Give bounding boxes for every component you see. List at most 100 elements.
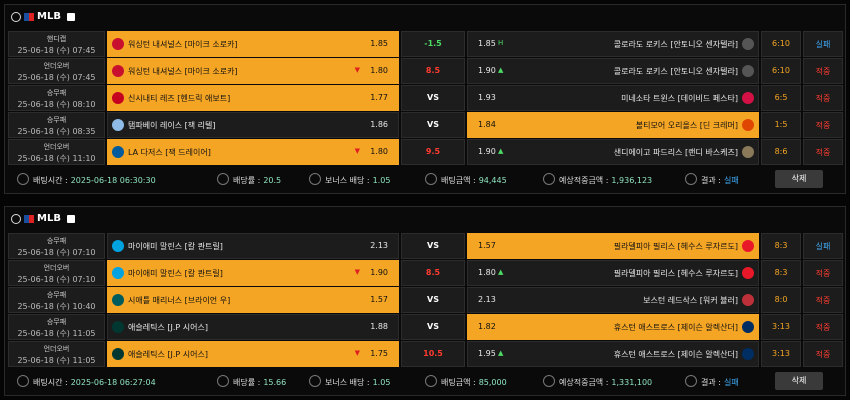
- result: 적중: [815, 269, 831, 278]
- away-logo: [742, 119, 754, 131]
- handicap: 10.5: [423, 349, 443, 358]
- footer-icon: [217, 375, 229, 387]
- handicap-cell: VS: [401, 85, 465, 111]
- away-logo: [742, 240, 754, 252]
- score: 6:10: [772, 39, 790, 48]
- handicap-cell: 8.5: [401, 260, 465, 286]
- home-cell[interactable]: 마이애미 말린스 [칼 콴트릴] 2.13: [107, 233, 399, 259]
- home-odds: 1.75: [370, 349, 388, 358]
- score-cell: 6:10: [761, 31, 801, 57]
- footer-icon: [685, 375, 697, 387]
- footer-icon: [309, 375, 321, 387]
- home-cell[interactable]: 마이애미 말린스 [칼 콴트릴] ▼ 1.90: [107, 260, 399, 286]
- away-team: 필라델피아 필리스 [헤수스 루자르도]: [613, 242, 738, 251]
- home-logo: [112, 348, 124, 360]
- away-cell[interactable]: 2.13 보스턴 레드삭스 [워커 뷸러]: [467, 287, 759, 313]
- away-logo: [742, 321, 754, 333]
- delete-button[interactable]: 삭제: [775, 372, 823, 390]
- away-logo: [742, 348, 754, 360]
- away-cell[interactable]: 1.82 휴스턴 애스트로스 [제이슨 알렉산더]: [467, 314, 759, 340]
- handicap: VS: [427, 93, 439, 102]
- result: 적중: [815, 296, 831, 305]
- away-odds: 1.95: [478, 349, 496, 358]
- away-odds: 1.90: [478, 66, 496, 75]
- away-cell[interactable]: 1.90 ▲ 콜로라도 로키스 [안토니오 센자텔라]: [467, 58, 759, 84]
- footer-label: 배당률 :20.5: [233, 175, 281, 186]
- away-odds: 1.85: [478, 39, 496, 48]
- home-cell[interactable]: 시애틀 매리너스 [브라이언 우] 1.57: [107, 287, 399, 313]
- footer-icon: [543, 375, 555, 387]
- away-cell[interactable]: 1.90 ▲ 샌디에이고 파드리스 [랜디 바스케즈]: [467, 139, 759, 165]
- footer-value: 실패: [723, 378, 739, 387]
- select-checkbox[interactable]: [67, 13, 75, 21]
- home-team: 워싱턴 내셔널스 [마이크 소로카]: [128, 67, 238, 76]
- home-cell[interactable]: 워싱턴 내셔널스 [마이크 소로카] ▼ 1.80: [107, 58, 399, 84]
- home-odds: 1.90: [370, 268, 388, 277]
- odds-mark: ▲: [498, 268, 504, 276]
- handicap-cell: VS: [401, 314, 465, 340]
- home-cell[interactable]: 탬파베이 레이스 [잭 리텔] 1.86: [107, 112, 399, 138]
- away-cell[interactable]: 1.85 H 콜로라도 로키스 [안토니오 센자텔라]: [467, 31, 759, 57]
- footer-icon: [543, 173, 555, 185]
- baseball-icon: [11, 12, 21, 22]
- home-cell[interactable]: 워싱턴 내셔널스 [마이크 소로카] 1.85: [107, 31, 399, 57]
- footer-label-text: 결과 :: [701, 176, 721, 185]
- home-odds: 2.13: [370, 241, 388, 250]
- handicap-cell: VS: [401, 233, 465, 259]
- away-cell[interactable]: 1.95 ▲ 휴스턴 애스트로스 [제이슨 알렉산더]: [467, 341, 759, 367]
- footer-label-text: 배당률 :: [233, 176, 261, 185]
- score-cell: 3:13: [761, 341, 801, 367]
- score-cell: 8:6: [761, 139, 801, 165]
- home-team: 애슬레틱스 [J.P 시어스]: [128, 323, 208, 332]
- league-flag: [24, 215, 34, 223]
- footer-value: 94,445: [478, 176, 507, 185]
- delete-button[interactable]: 삭제: [775, 170, 823, 188]
- footer-label-text: 예상적중금액 :: [559, 176, 609, 185]
- handicap: VS: [427, 295, 439, 304]
- home-team: 탬파베이 레이스 [잭 리텔]: [128, 121, 216, 130]
- home-odds: 1.80: [370, 147, 388, 156]
- away-team: 콜로라도 로키스 [안토니오 센자텔라]: [613, 40, 738, 49]
- result: 적중: [815, 148, 831, 157]
- odds-arrow: ▼: [354, 147, 360, 155]
- away-cell[interactable]: 1.84 볼티모어 오리올스 [딘 크레머]: [467, 112, 759, 138]
- home-cell[interactable]: LA 다저스 [잭 드레이어] ▼ 1.80: [107, 139, 399, 165]
- score-cell: 1:5: [761, 112, 801, 138]
- footer-label-text: 보너스 배당 :: [325, 378, 370, 387]
- away-odds: 1.90: [478, 147, 496, 156]
- select-checkbox[interactable]: [67, 215, 75, 223]
- footer-value: 1.05: [372, 378, 391, 387]
- game-info: 승무패 25-06-18 (수) 08:10: [8, 85, 105, 111]
- away-cell[interactable]: 1.57 필라델피아 필리스 [헤수스 루자르도]: [467, 233, 759, 259]
- away-odds: 1.57: [478, 241, 496, 250]
- footer-label: 배팅시간 :2025-06-18 06:27:04: [33, 377, 156, 388]
- game-info: 핸디캡 25-06-18 (수) 07:45: [8, 31, 105, 57]
- handicap-cell: 10.5: [401, 341, 465, 367]
- away-cell[interactable]: 1.93 미네소타 트윈스 [데이비드 페스타]: [467, 85, 759, 111]
- odds-mark: ▲: [498, 147, 504, 155]
- bet-panel: MLB 승무패 25-06-18 (수) 07:10 마이애미 말린스 [칼 콴트릴]…: [4, 206, 846, 396]
- footer-label: 보너스 배당 :1.05: [325, 377, 390, 388]
- away-cell[interactable]: 1.80 ▲ 필라델피아 필리스 [헤수스 루자르도]: [467, 260, 759, 286]
- baseball-icon: [11, 214, 21, 224]
- home-cell[interactable]: 애슬레틱스 [J.P 시어스] ▼ 1.75: [107, 341, 399, 367]
- footer-label-text: 배팅금액 :: [441, 176, 476, 185]
- handicap: VS: [427, 241, 439, 250]
- footer-label-text: 배팅금액 :: [441, 378, 476, 387]
- score: 8:3: [774, 241, 788, 250]
- footer-value: 20.5: [263, 176, 282, 185]
- home-logo: [112, 267, 124, 279]
- footer-value: 실패: [723, 176, 739, 185]
- result-cell: 적중: [803, 314, 843, 340]
- footer-value: 2025-06-18 06:27:04: [70, 378, 156, 387]
- home-team: 시애틀 매리너스 [브라이언 우]: [128, 296, 231, 305]
- handicap-cell: 9.5: [401, 139, 465, 165]
- home-cell[interactable]: 신시내티 레즈 [헨드릭 애보트] 1.77: [107, 85, 399, 111]
- result-cell: 적중: [803, 112, 843, 138]
- away-logo: [742, 92, 754, 104]
- away-team: 샌디에이고 파드리스 [랜디 바스케즈]: [613, 148, 738, 157]
- game-date: 25-06-18 (수) 11:05: [17, 329, 96, 338]
- home-cell[interactable]: 애슬레틱스 [J.P 시어스] 1.88: [107, 314, 399, 340]
- result-cell: 실패: [803, 31, 843, 57]
- footer-value: 1,936,123: [611, 176, 653, 185]
